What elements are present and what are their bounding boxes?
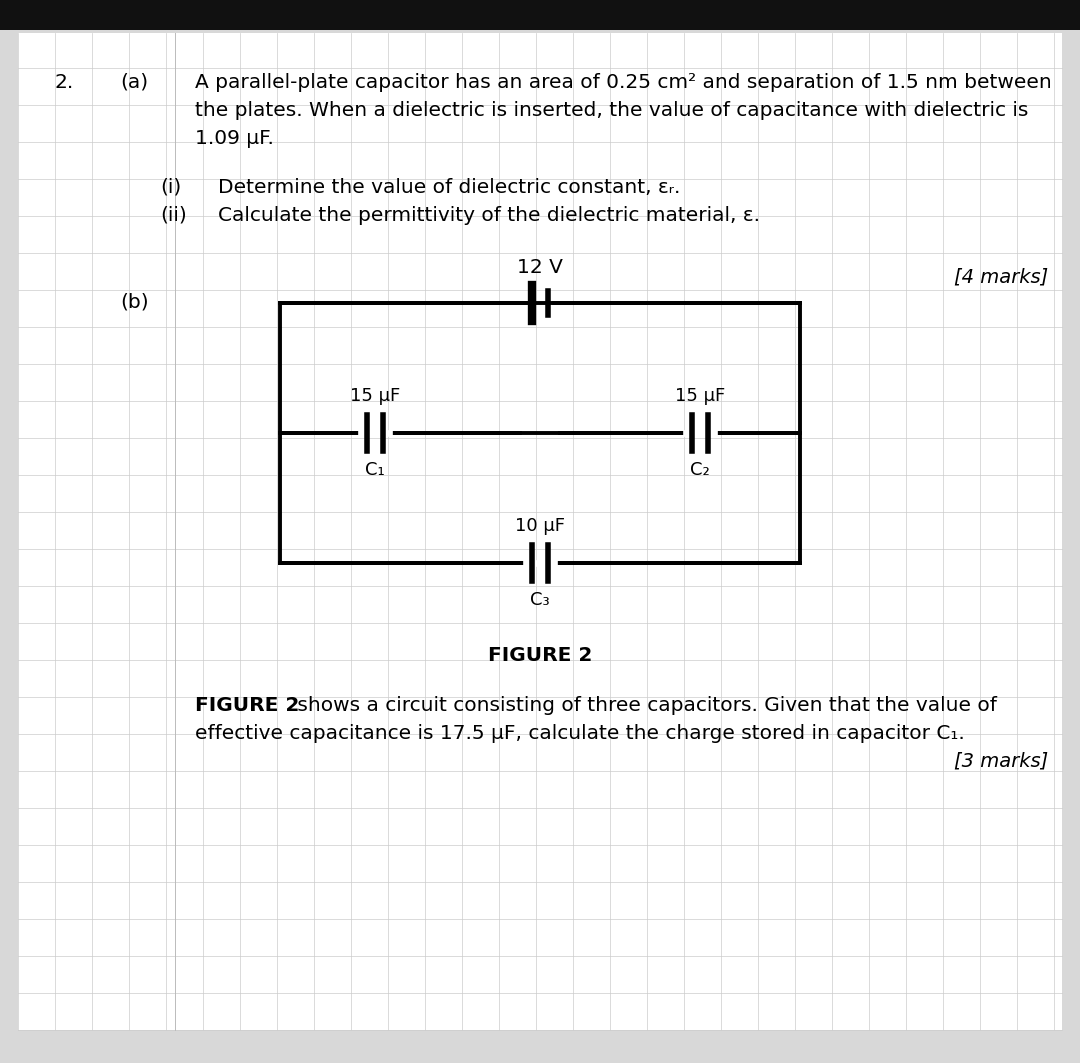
Text: [4 marks]: [4 marks] — [954, 268, 1048, 287]
Text: shows a circuit consisting of three capacitors. Given that the value of: shows a circuit consisting of three capa… — [291, 696, 997, 715]
Text: Calculate the permittivity of the dielectric material, ε.: Calculate the permittivity of the dielec… — [218, 206, 760, 225]
Text: 10 μF: 10 μF — [515, 517, 565, 535]
Text: A parallel-plate capacitor has an area of 0.25 cm² and separation of 1.5 nm betw: A parallel-plate capacitor has an area o… — [195, 73, 1052, 91]
Text: 15 μF: 15 μF — [350, 387, 400, 405]
Text: C₁: C₁ — [365, 461, 384, 478]
Text: C₂: C₂ — [690, 461, 710, 478]
Text: effective capacitance is 17.5 μF, calculate the charge stored in capacitor C₁.: effective capacitance is 17.5 μF, calcul… — [195, 724, 964, 743]
Text: the plates. When a dielectric is inserted, the value of capacitance with dielect: the plates. When a dielectric is inserte… — [195, 101, 1028, 120]
Bar — [0, 0, 1080, 30]
Text: (a): (a) — [120, 73, 148, 91]
Text: FIGURE 2: FIGURE 2 — [195, 696, 299, 715]
Text: [3 marks]: [3 marks] — [954, 752, 1048, 771]
Text: C₃: C₃ — [530, 591, 550, 609]
Text: 15 μF: 15 μF — [675, 387, 725, 405]
Text: Determine the value of dielectric constant, εᵣ.: Determine the value of dielectric consta… — [218, 178, 680, 197]
Text: 1.09 μF.: 1.09 μF. — [195, 129, 274, 148]
Text: (ii): (ii) — [160, 206, 187, 225]
Text: (i): (i) — [160, 178, 181, 197]
Text: FIGURE 2: FIGURE 2 — [488, 646, 592, 664]
Text: 2.: 2. — [55, 73, 75, 91]
Text: (b): (b) — [120, 293, 149, 311]
Text: 12 V: 12 V — [517, 258, 563, 276]
